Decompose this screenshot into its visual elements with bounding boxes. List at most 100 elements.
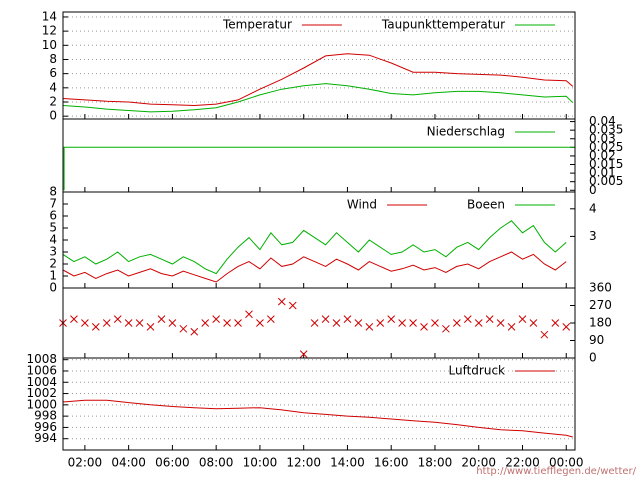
point [332,319,341,327]
y2-tick-label: 0.04 [589,114,616,128]
y-tick-label: 4 [49,233,57,247]
point [540,330,549,339]
y-tick-label: 2 [49,94,57,108]
y2-tick-label: 0.035 [589,123,623,137]
point [485,315,494,323]
y2-tick-label: 4 [589,201,597,215]
point [113,315,122,323]
y-tick-label: 1008 [26,352,57,366]
point [256,319,264,327]
point [518,315,527,323]
y2-tick-label: 3 [589,229,597,243]
point [376,319,385,327]
y-tick-label: 8 [49,185,57,199]
y2-tick-label: 0.01 [589,166,616,180]
y-tick-label: 5 [49,221,57,235]
y-tick-label: 8 [49,52,57,66]
point [190,327,199,336]
x-tick-label: 10:00 [243,456,278,470]
point [245,310,253,319]
y2-tick-label: 0.025 [589,140,623,154]
point [146,323,155,331]
point [463,315,472,323]
y2-tick-label: 0 [589,351,597,365]
legend-label: Luftdruck [448,364,505,378]
point [234,319,242,327]
point [135,319,144,327]
point [387,315,396,323]
legend-label: Taupunkttemperatur [381,18,505,32]
point [442,324,450,333]
panel-frame [62,357,576,451]
series-line [62,399,573,438]
point [223,319,231,327]
series-line [63,146,575,191]
point [124,319,133,327]
point [91,323,100,331]
point [354,319,363,327]
series-line [62,53,574,107]
y-tick-label: 14 [42,9,57,23]
y2-tick-label: 0.015 [589,157,623,171]
source-url: http://www.tiefflegen.de/wetter/ [476,466,636,477]
y-tick-label: 2 [49,257,57,271]
y2-tick-label: 0 [589,183,597,197]
point [431,319,439,327]
x-tick-label: 16:00 [374,456,409,470]
point [562,323,571,331]
y2-tick-label: 0.005 [589,174,623,188]
x-tick-label: 04:00 [111,456,146,470]
y2-tick-label: 90 [589,333,604,347]
y-tick-label: 1006 [26,363,57,377]
point [310,319,319,327]
y2-tick-label: 0.03 [589,131,616,145]
y-tick-label: 0 [49,281,57,295]
x-tick-label: 18:00 [418,456,453,470]
x-tick-label: 14:00 [330,456,365,470]
legend-label: Boeen [467,198,505,212]
y-tick-label: 12 [42,24,57,38]
point [157,315,166,323]
point [398,319,406,327]
y-tick-label: 1 [49,269,57,283]
point [409,319,417,327]
point [474,319,483,327]
legend-label: Wind [347,198,377,212]
legend-label: Temperatur [222,18,292,32]
x-tick-label: 02:00 [68,456,103,470]
point [299,350,308,358]
y-tick-label: 6 [49,66,57,80]
x-tick-label: 08:00 [199,456,234,470]
y-tick-label: 0 [49,109,57,123]
legend-label: Niederschlag [427,125,505,139]
point [277,297,286,306]
point [452,319,461,327]
point [201,319,210,327]
y2-tick-label: 180 [589,316,612,330]
point [365,323,374,331]
point [81,319,89,327]
point [343,315,352,323]
series-line [62,220,567,275]
y-tick-label: 3 [49,245,57,259]
y-tick-label: 10 [42,38,57,52]
y-tick-label: 6 [49,209,57,223]
series-line [62,251,567,283]
point [267,315,275,323]
point [179,324,188,333]
y-tick-label: 4 [49,80,57,94]
y-tick-label: 998 [34,409,57,423]
y-tick-label: 7 [49,197,57,211]
y-tick-label: 1000 [26,397,57,411]
x-tick-label: 00:00 [549,456,584,470]
point [212,315,221,323]
x-tick-label: 12:00 [286,456,321,470]
x-tick-label: 06:00 [155,456,190,470]
point [102,319,111,327]
point [168,319,177,327]
x-tick-label: 22:00 [505,456,540,470]
point [496,319,505,327]
point [551,319,560,327]
point [420,323,428,331]
